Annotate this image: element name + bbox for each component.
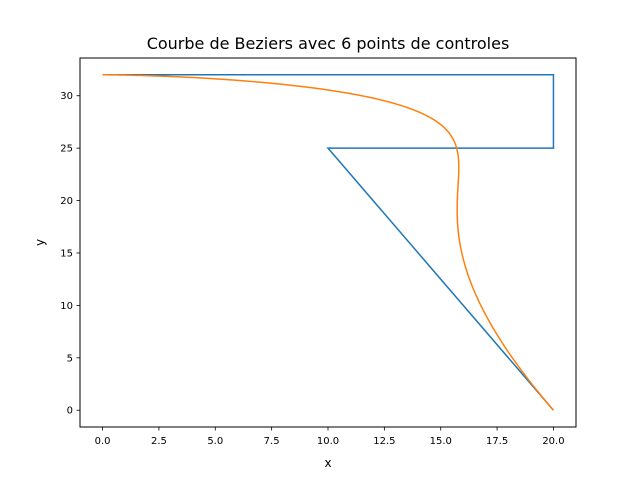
x-tick-label: 17.5 bbox=[486, 436, 508, 447]
x-axis-label: x bbox=[324, 456, 331, 470]
x-tick-label: 7.5 bbox=[264, 436, 280, 447]
y-tick-label: 0 bbox=[67, 406, 73, 417]
y-tick-label: 30 bbox=[60, 91, 73, 102]
chart-title: Courbe de Beziers avec 6 points de contr… bbox=[147, 34, 510, 53]
x-tick-label: 20.0 bbox=[542, 436, 564, 447]
bezier-curve-line bbox=[102, 74, 555, 411]
y-tick-label: 20 bbox=[60, 196, 73, 207]
y-tick-label: 15 bbox=[60, 248, 73, 259]
x-tick-label: 2.5 bbox=[151, 436, 167, 447]
plot-area bbox=[102, 74, 555, 411]
axis-ticks: 0.0 2.5 5.0 7.5 10.0 12.5 15.0 17.5 20.0 0 5 10 15 20… bbox=[60, 91, 564, 447]
x-tick-label: 12.5 bbox=[373, 436, 395, 447]
x-tick-label: 10.0 bbox=[317, 436, 339, 447]
x-tick-label: 15.0 bbox=[430, 436, 452, 447]
y-tick-label: 25 bbox=[60, 144, 73, 155]
y-tick-label: 5 bbox=[67, 353, 73, 364]
x-tick-label: 0.0 bbox=[95, 436, 111, 447]
x-tick-label: 5.0 bbox=[207, 436, 223, 447]
y-tick-label: 10 bbox=[60, 301, 73, 312]
y-axis-label: y bbox=[33, 239, 47, 246]
axes-frame bbox=[79, 57, 577, 428]
control-polygon-line bbox=[102, 74, 555, 411]
